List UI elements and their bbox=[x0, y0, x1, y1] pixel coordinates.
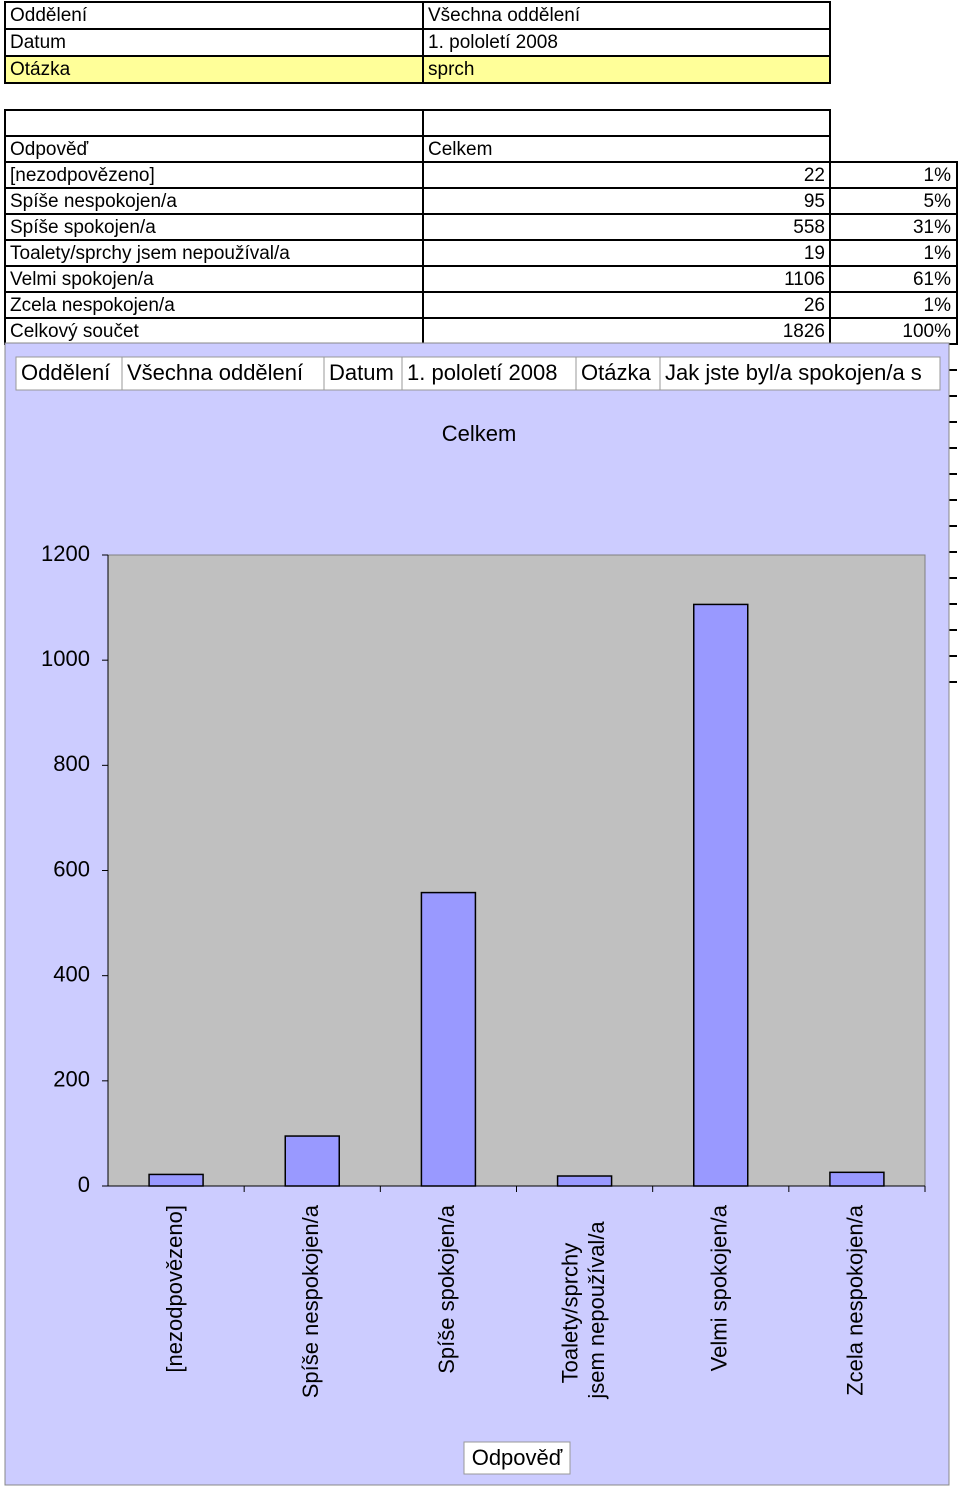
x-axis-label: Odpověď bbox=[472, 1445, 563, 1470]
row-count: 26 bbox=[804, 295, 825, 316]
cell-text: Otázka bbox=[10, 59, 71, 80]
y-tick-label: 800 bbox=[53, 751, 90, 776]
row-count: 19 bbox=[804, 243, 825, 264]
row-label: Velmi spokojen/a bbox=[10, 269, 154, 290]
row-label: Spíše nespokojen/a bbox=[10, 191, 177, 212]
row-label: [nezodpovězeno] bbox=[10, 165, 155, 186]
cell bbox=[422, 291, 831, 319]
row-count: 95 bbox=[804, 191, 825, 212]
cell bbox=[4, 28, 424, 57]
filter-text: Jak jste byl/a spokojen/a s bbox=[665, 360, 922, 385]
row-percent: 61% bbox=[913, 269, 951, 290]
bar bbox=[284, 1135, 340, 1187]
cell bbox=[4, 291, 424, 319]
row-count: 558 bbox=[793, 217, 825, 238]
row-count: 1106 bbox=[784, 269, 825, 290]
header-text: Celkem bbox=[428, 139, 492, 160]
cell-text: sprch bbox=[428, 59, 474, 80]
filter-text: Otázka bbox=[581, 360, 651, 385]
row-percent: 1% bbox=[924, 295, 952, 316]
filter-text: 1. pololetí 2008 bbox=[407, 360, 557, 385]
cell-text: Datum bbox=[10, 32, 66, 53]
y-tick-label: 0 bbox=[78, 1172, 90, 1197]
x-tick-label: Velmi spokojen/a bbox=[707, 1204, 732, 1371]
row-percent: 1% bbox=[924, 165, 952, 186]
cell bbox=[422, 213, 831, 241]
y-tick-label: 200 bbox=[53, 1067, 90, 1092]
row-percent: 5% bbox=[924, 191, 952, 212]
cell bbox=[422, 161, 831, 189]
filter-cell bbox=[401, 356, 577, 391]
filter-cell bbox=[323, 356, 403, 391]
cell bbox=[422, 265, 831, 293]
bar bbox=[556, 1175, 613, 1187]
cell bbox=[829, 239, 958, 267]
bar bbox=[148, 1173, 204, 1187]
cell bbox=[4, 317, 424, 345]
row-label: Celkový součet bbox=[10, 321, 140, 342]
bar bbox=[829, 1171, 885, 1187]
row-label: Spíše spokojen/a bbox=[10, 217, 156, 238]
y-tick-label: 400 bbox=[53, 961, 90, 986]
bar bbox=[420, 891, 477, 1187]
filter-text: Oddělení bbox=[21, 360, 110, 385]
cell bbox=[422, 109, 831, 137]
row-label: Zcela nespokojen/a bbox=[10, 295, 175, 316]
plot-area bbox=[107, 554, 926, 1187]
chart-title: Celkem bbox=[442, 421, 517, 446]
x-tick-label: Toalety/sprchy jsem nepoužíval/a bbox=[557, 1221, 608, 1400]
x-tick-label: Spíše nespokojen/a bbox=[298, 1204, 323, 1398]
filter-text: Datum bbox=[329, 360, 394, 385]
cell bbox=[829, 187, 958, 215]
bar bbox=[693, 603, 749, 1187]
cell bbox=[422, 135, 831, 163]
cell bbox=[4, 109, 424, 137]
header-text: Odpověď bbox=[10, 139, 89, 160]
filter-cell bbox=[15, 356, 123, 391]
y-tick-label: 600 bbox=[53, 856, 90, 881]
cell bbox=[829, 317, 958, 345]
row-label: Toalety/sprchy jsem nepoužíval/a bbox=[10, 243, 290, 264]
cell-text: 1. pololetí 2008 bbox=[428, 32, 558, 53]
cell-text: Všechna oddělení bbox=[428, 5, 581, 26]
y-tick-label: 1000 bbox=[41, 646, 90, 671]
y-tick-label: 1200 bbox=[41, 541, 90, 566]
cell bbox=[829, 265, 958, 293]
row-percent: 100% bbox=[902, 321, 951, 342]
filter-cell bbox=[659, 356, 941, 391]
x-tick-label: Spíše spokojen/a bbox=[434, 1204, 459, 1374]
x-tick-label: [nezodpovězeno] bbox=[162, 1205, 187, 1373]
cell bbox=[422, 239, 831, 267]
row-count: 22 bbox=[804, 165, 825, 186]
cell bbox=[829, 161, 958, 189]
filter-text: Všechna oddělení bbox=[127, 360, 303, 385]
row-percent: 31% bbox=[913, 217, 951, 238]
cell bbox=[829, 213, 958, 241]
filter-cell bbox=[575, 356, 661, 391]
x-tick-label: Zcela nespokojen/a bbox=[843, 1204, 868, 1396]
cell-text: Oddělení bbox=[10, 5, 88, 26]
row-count: 1826 bbox=[783, 321, 825, 342]
row-percent: 1% bbox=[924, 243, 952, 264]
x-label-box bbox=[463, 1441, 571, 1475]
cell bbox=[422, 55, 831, 84]
cell bbox=[422, 187, 831, 215]
cell bbox=[422, 317, 831, 345]
